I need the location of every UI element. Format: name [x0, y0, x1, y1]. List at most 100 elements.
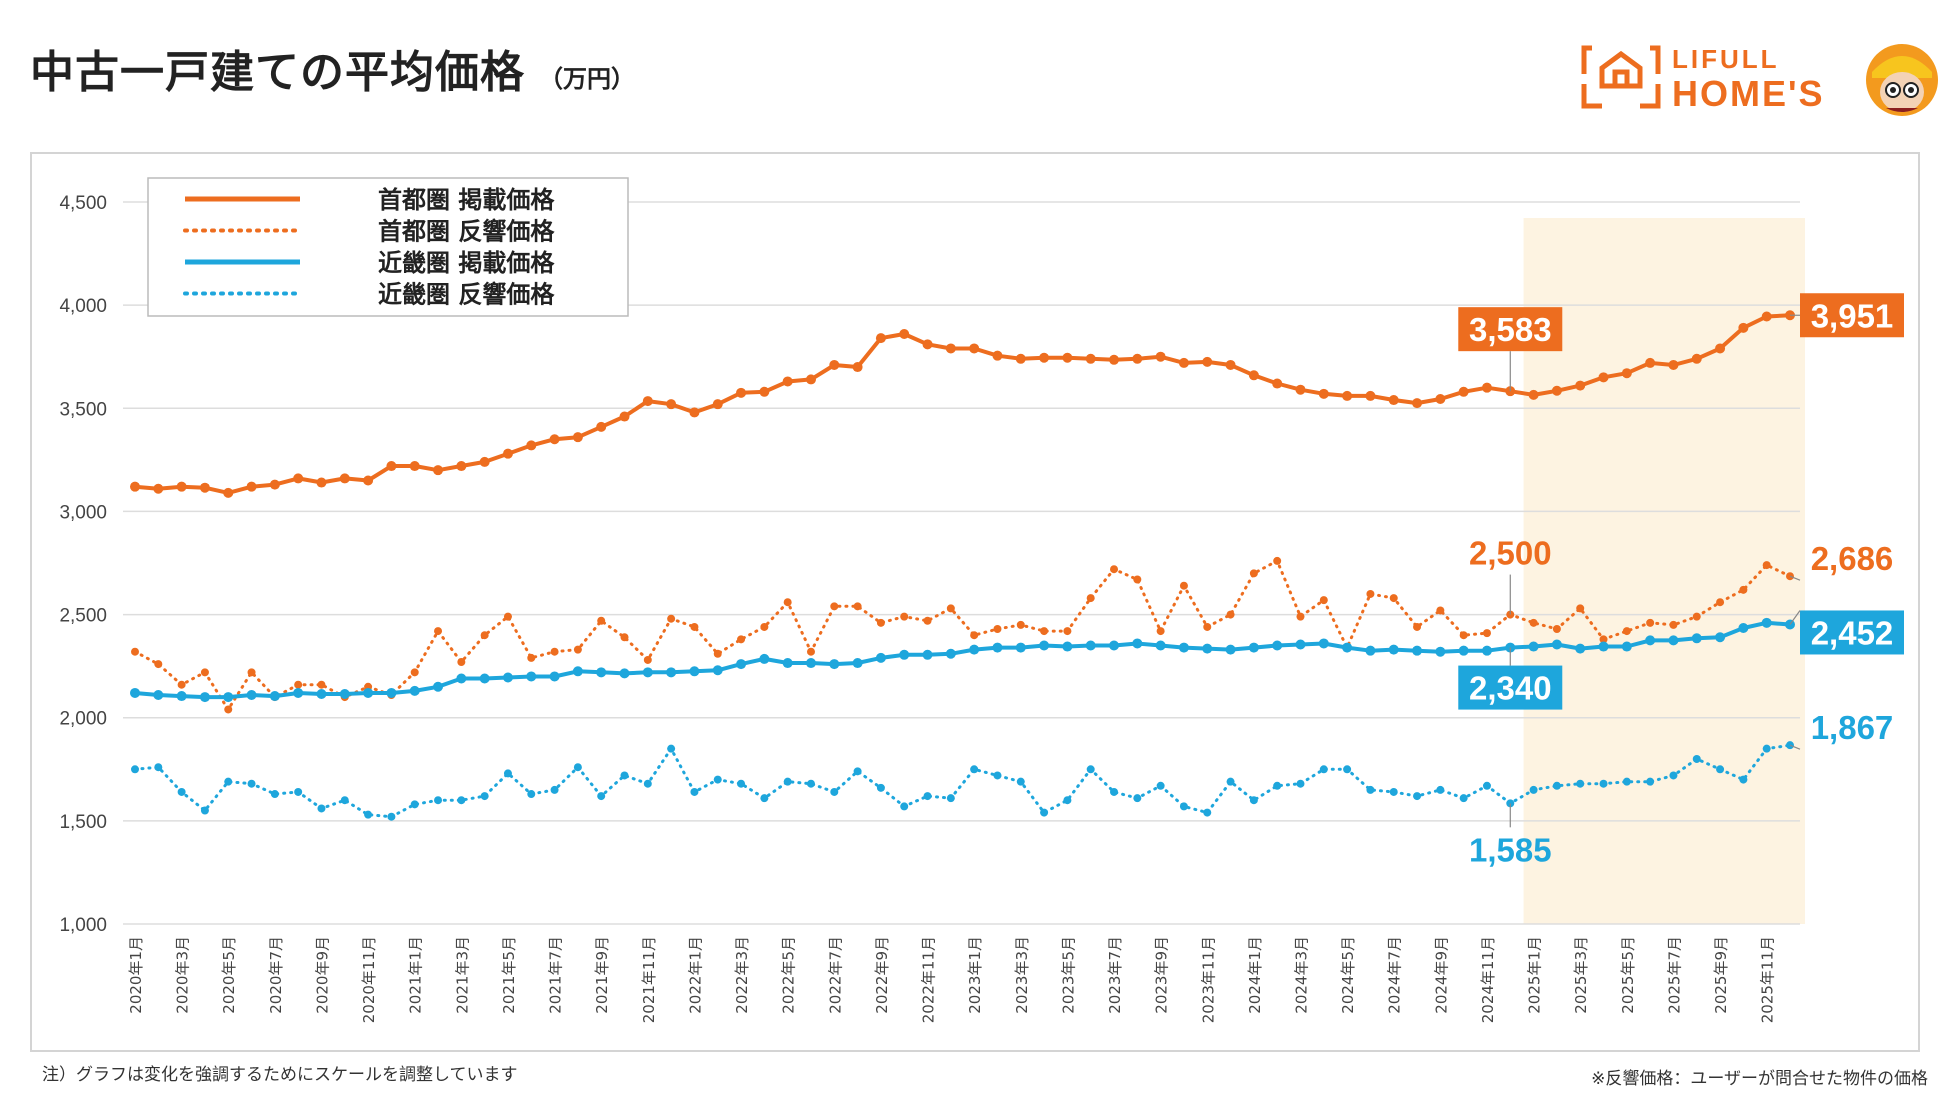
data-point — [503, 612, 512, 621]
data-point — [340, 796, 349, 805]
title-block: 中古一戸建ての平均価格 （万円） — [30, 36, 635, 100]
data-point — [596, 421, 607, 432]
data-point — [434, 627, 443, 636]
data-point — [643, 779, 652, 788]
data-point — [1388, 644, 1399, 655]
data-point — [199, 692, 210, 703]
data-point — [526, 671, 537, 682]
data-point — [1692, 612, 1701, 621]
x-tick-label: 2024年5月 — [1339, 936, 1357, 1014]
data-point — [1389, 787, 1398, 796]
data-point — [130, 687, 140, 698]
data-point — [1482, 629, 1491, 638]
house-icon — [1581, 45, 1661, 109]
data-point — [737, 635, 746, 644]
data-point — [502, 448, 513, 459]
data-point — [993, 625, 1002, 634]
data-point — [1295, 384, 1306, 395]
data-point — [1575, 643, 1586, 654]
data-point — [690, 622, 699, 631]
data-point — [527, 653, 536, 662]
data-point — [760, 794, 769, 803]
data-point — [502, 672, 513, 683]
data-point — [642, 396, 653, 407]
data-point — [1156, 627, 1165, 636]
data-point — [620, 771, 629, 780]
data-point — [1040, 808, 1049, 817]
data-point — [1202, 643, 1213, 654]
x-tick-label: 2023年11月 — [1199, 936, 1217, 1023]
data-point — [1365, 390, 1376, 401]
x-tick-label: 2023年5月 — [1059, 936, 1077, 1014]
data-point — [666, 667, 677, 678]
logo-line2: HOME'S — [1672, 73, 1825, 114]
data-point — [1342, 390, 1353, 401]
x-tick-label: 2020年1月 — [127, 936, 145, 1014]
data-point — [900, 802, 909, 811]
data-point — [1669, 771, 1678, 780]
data-point — [294, 680, 303, 689]
data-point — [1413, 622, 1422, 631]
data-point — [1761, 617, 1772, 628]
data-point — [1645, 635, 1656, 646]
x-tick-label: 2025年3月 — [1572, 936, 1590, 1014]
data-point — [1691, 633, 1702, 644]
data-point — [1715, 343, 1726, 354]
callout-label: 1,585 — [1469, 831, 1552, 868]
data-point — [550, 647, 559, 656]
data-point — [1273, 556, 1282, 565]
data-point — [1133, 575, 1142, 584]
data-point — [945, 648, 956, 659]
data-point — [1458, 386, 1469, 397]
data-point — [666, 399, 677, 410]
data-point — [852, 658, 863, 669]
data-point — [875, 333, 886, 344]
data-point — [1622, 627, 1631, 636]
data-point — [689, 407, 700, 418]
data-point — [270, 790, 279, 799]
data-point — [922, 339, 933, 350]
x-tick-label: 2020年7月 — [267, 936, 285, 1014]
data-point — [1273, 781, 1282, 790]
data-point — [712, 399, 723, 410]
callout-label: 3,951 — [1811, 297, 1894, 334]
legend-label: 首都圏 反響価格 — [378, 218, 555, 246]
data-point — [386, 687, 397, 698]
data-point — [364, 810, 373, 819]
data-point — [480, 792, 489, 801]
data-point — [946, 604, 955, 613]
data-point — [223, 692, 234, 703]
data-point — [294, 787, 303, 796]
x-tick-label: 2021年11月 — [640, 936, 658, 1023]
data-point — [900, 612, 909, 621]
x-tick-label: 2024年11月 — [1479, 936, 1497, 1023]
logo-line1: LIFULL — [1672, 44, 1780, 74]
data-point — [317, 804, 326, 813]
data-point — [177, 680, 186, 689]
data-point — [1132, 638, 1143, 649]
x-tick-label: 2025年1月 — [1526, 936, 1544, 1014]
data-point — [805, 374, 816, 385]
x-tick-label: 2022年11月 — [920, 936, 938, 1023]
data-point — [783, 598, 792, 607]
data-point — [199, 482, 210, 493]
data-point — [1203, 808, 1212, 817]
data-point — [1225, 359, 1236, 370]
data-point — [1668, 635, 1679, 646]
data-point — [1715, 632, 1726, 643]
data-point — [1645, 357, 1656, 368]
data-point — [1062, 352, 1073, 363]
data-point — [1015, 642, 1026, 653]
data-point — [712, 665, 723, 676]
data-point — [457, 796, 466, 805]
data-point — [409, 685, 420, 696]
data-point — [1739, 585, 1748, 594]
data-point — [1552, 625, 1561, 634]
scale-note: 注）グラフは変化を強調するためにスケールを調整しています — [42, 1065, 518, 1085]
data-point — [1575, 380, 1586, 391]
data-point — [176, 481, 187, 492]
data-point — [386, 461, 397, 472]
data-point — [410, 800, 419, 809]
data-point — [363, 687, 374, 698]
data-point — [1063, 796, 1072, 805]
